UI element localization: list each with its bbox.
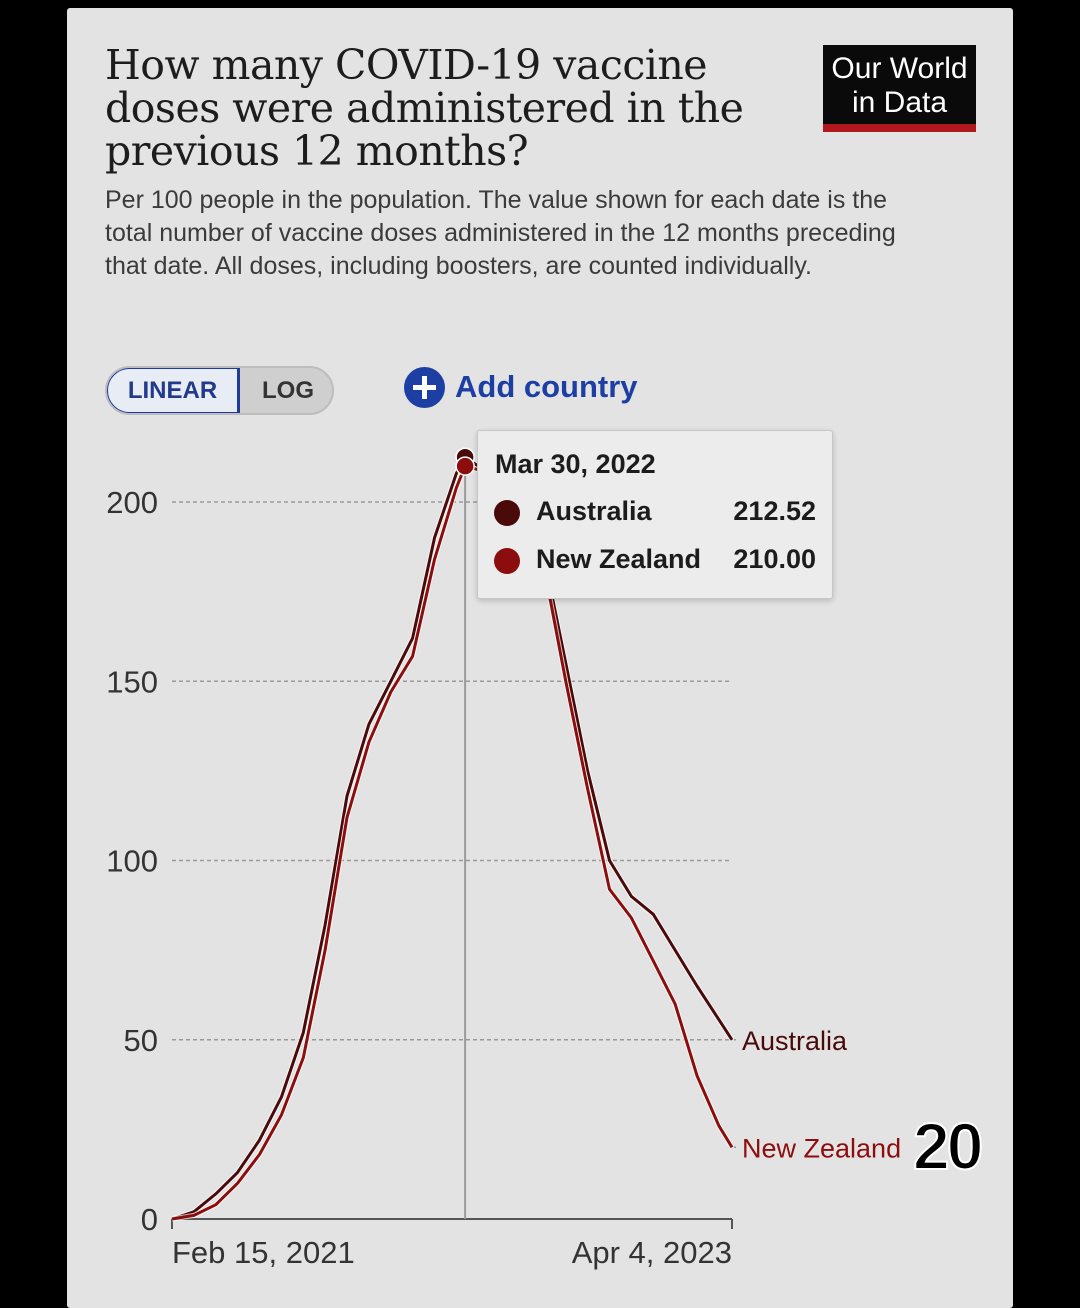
y-tick-label-100: 100 bbox=[106, 844, 158, 879]
y-tick-label-200: 200 bbox=[106, 485, 158, 520]
add-country-label: Add country bbox=[455, 369, 638, 404]
hover-dot-new-zealand bbox=[455, 456, 475, 476]
chart-card bbox=[67, 8, 1013, 1308]
linear-scale-button[interactable]: LINEAR bbox=[107, 368, 240, 413]
tooltip-dot-new-zealand bbox=[494, 548, 520, 574]
chart-subtitle: Per 100 people in the population. The va… bbox=[105, 186, 896, 280]
tooltip-value-new-zealand: 210.00 bbox=[733, 544, 816, 574]
tooltip-date: Mar 30, 2022 bbox=[495, 449, 656, 479]
series-line-australia bbox=[171, 455, 734, 1221]
tooltip-value-australia: 212.52 bbox=[733, 496, 816, 526]
tooltip-name-new-zealand: New Zealand bbox=[536, 544, 702, 574]
series-label-australia: Australia bbox=[742, 1026, 848, 1056]
y-tick-label-0: 0 bbox=[141, 1202, 158, 1237]
overlay-number-badge: 20 bbox=[912, 1108, 984, 1184]
x-tick-label-start: Feb 15, 2021 bbox=[172, 1235, 355, 1270]
plus-circle-icon bbox=[404, 366, 445, 408]
tooltip-row-australia: Australia 212.52 bbox=[494, 496, 816, 530]
logo-line-1: Our World bbox=[831, 52, 968, 85]
series-label-new-zealand: New Zealand bbox=[742, 1133, 901, 1163]
x-tick-label-end: Apr 4, 2023 bbox=[572, 1235, 732, 1270]
series-line-new-zealand bbox=[171, 464, 734, 1221]
hover-tooltip: Mar 30, 2022 Australia 212.52 New Zealan… bbox=[477, 430, 833, 599]
log-scale-button[interactable]: LOG bbox=[262, 376, 314, 404]
scale-toggle: LINEAR LOG bbox=[105, 366, 334, 415]
add-country-button[interactable]: Add country bbox=[404, 366, 638, 408]
owid-logo[interactable]: Our World in Data bbox=[823, 45, 976, 132]
tooltip-dot-australia bbox=[494, 500, 520, 526]
tooltip-row-new-zealand: New Zealand 210.00 bbox=[494, 544, 816, 578]
chart-title: How many COVID-19 vaccine doses were adm… bbox=[105, 41, 744, 175]
logo-line-2: in Data bbox=[851, 86, 948, 119]
tooltip-name-australia: Australia bbox=[536, 496, 652, 526]
y-tick-label-150: 150 bbox=[106, 664, 158, 699]
y-tick-label-50: 50 bbox=[124, 1023, 158, 1058]
